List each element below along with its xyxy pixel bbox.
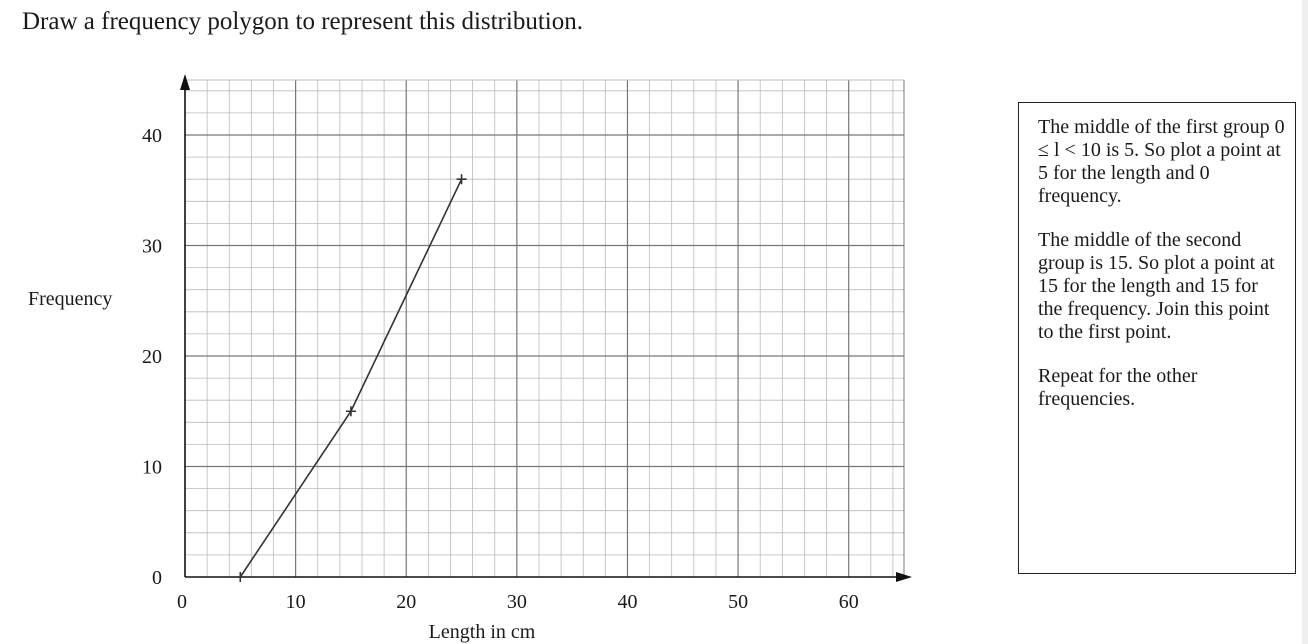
y-tick-label: 20 (142, 346, 162, 368)
tick-labels: 0 10 20 30 40 50 60 0 10 20 30 40 (142, 125, 859, 613)
major-grid (185, 79, 905, 577)
frequency-polygon-chart: 0 10 20 30 40 50 60 0 10 20 30 40 Frequency Length … (28, 74, 912, 643)
question-text: Draw a frequency polygon to represent th… (22, 8, 583, 35)
y-axis-arrow (180, 74, 190, 90)
hint-paragraph-2: The middle of the second group is 15. So… (1038, 229, 1275, 343)
data-point-marker (235, 572, 246, 582)
data-point-marker (345, 406, 356, 417)
y-tick-label: 0 (152, 567, 162, 589)
x-tick-label: 10 (286, 591, 306, 613)
x-tick-label: 0 (177, 591, 187, 613)
y-axis-label: Frequency (28, 288, 112, 310)
x-tick-label: 30 (507, 591, 527, 613)
axes (180, 74, 912, 582)
data-point-marker (456, 174, 467, 185)
page-edge (1302, 0, 1308, 644)
hint-paragraph-3: Repeat for the other frequencies. (1038, 365, 1198, 410)
y-tick-label: 40 (142, 125, 162, 147)
x-axis-label: Length in cm (429, 621, 536, 643)
series-layer (235, 174, 467, 582)
hint-paragraph-1: The middle of the first group 0 ≤ l < 10… (1038, 116, 1285, 207)
x-tick-label: 50 (728, 591, 748, 613)
minor-grid (185, 80, 904, 577)
x-tick-label: 20 (396, 591, 416, 613)
y-tick-label: 10 (142, 457, 162, 479)
x-tick-label: 60 (839, 591, 859, 613)
hint-box: The middle of the first group 0 ≤ l < 10… (1018, 102, 1296, 574)
x-tick-label: 40 (617, 591, 637, 613)
x-axis-arrow (896, 572, 912, 582)
y-tick-label: 30 (142, 236, 162, 258)
